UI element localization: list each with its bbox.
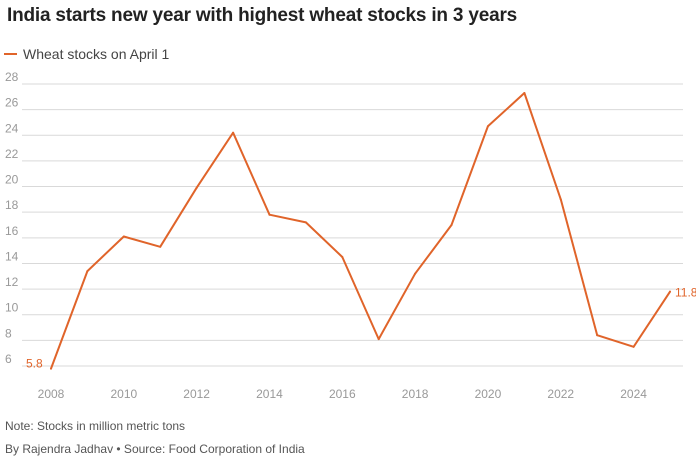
data-point bbox=[414, 272, 417, 275]
data-point bbox=[669, 290, 671, 293]
x-tick-label: 2018 bbox=[402, 387, 429, 401]
x-tick-label: 2022 bbox=[547, 387, 574, 401]
y-tick-label: 18 bbox=[5, 198, 19, 212]
y-tick-label: 28 bbox=[5, 70, 19, 84]
x-tick-label: 2016 bbox=[329, 387, 356, 401]
x-tick-label: 2008 bbox=[38, 387, 65, 401]
x-tick-label: 2024 bbox=[620, 387, 647, 401]
data-point bbox=[341, 256, 344, 259]
data-point bbox=[304, 221, 307, 224]
data-point bbox=[122, 235, 125, 238]
legend: Wheat stocks on April 1 bbox=[4, 46, 169, 62]
data-point bbox=[50, 367, 52, 370]
chart-note: Note: Stocks in million metric tons bbox=[5, 419, 186, 433]
y-tick-label: 20 bbox=[5, 173, 19, 187]
y-tick-label: 6 bbox=[5, 352, 12, 366]
data-point bbox=[450, 224, 453, 226]
data-label: 5.8 bbox=[26, 357, 43, 371]
data-point bbox=[486, 125, 489, 128]
y-tick-label: 26 bbox=[5, 96, 19, 110]
y-tick-label: 12 bbox=[5, 275, 19, 289]
legend-swatch bbox=[4, 53, 17, 55]
y-tick-label: 22 bbox=[5, 147, 19, 161]
y-tick-label: 8 bbox=[5, 326, 12, 340]
legend-label: Wheat stocks on April 1 bbox=[23, 46, 170, 62]
data-point bbox=[596, 334, 599, 337]
data-point bbox=[195, 186, 198, 189]
data-label: 11.8 bbox=[675, 286, 696, 300]
data-point bbox=[232, 131, 235, 134]
data-point bbox=[377, 338, 380, 341]
y-tick-label: 16 bbox=[5, 224, 19, 238]
data-point bbox=[159, 245, 162, 248]
y-tick-label: 10 bbox=[5, 301, 19, 315]
data-point bbox=[86, 270, 89, 273]
x-tick-label: 2010 bbox=[110, 387, 137, 401]
y-tick-label: 24 bbox=[5, 121, 19, 135]
x-tick-label: 2012 bbox=[183, 387, 210, 401]
data-point bbox=[523, 91, 526, 94]
x-tick-label: 2014 bbox=[256, 387, 283, 401]
data-point bbox=[632, 345, 635, 348]
data-point bbox=[268, 213, 271, 216]
y-tick-label: 14 bbox=[5, 249, 19, 263]
series-line bbox=[50, 92, 671, 370]
chart-title: India starts new year with highest wheat… bbox=[7, 5, 518, 26]
x-tick-label: 2020 bbox=[475, 387, 502, 401]
chart-credit: By Rajendra Jadhav • Source: Food Corpor… bbox=[5, 442, 305, 456]
data-point bbox=[559, 198, 562, 201]
